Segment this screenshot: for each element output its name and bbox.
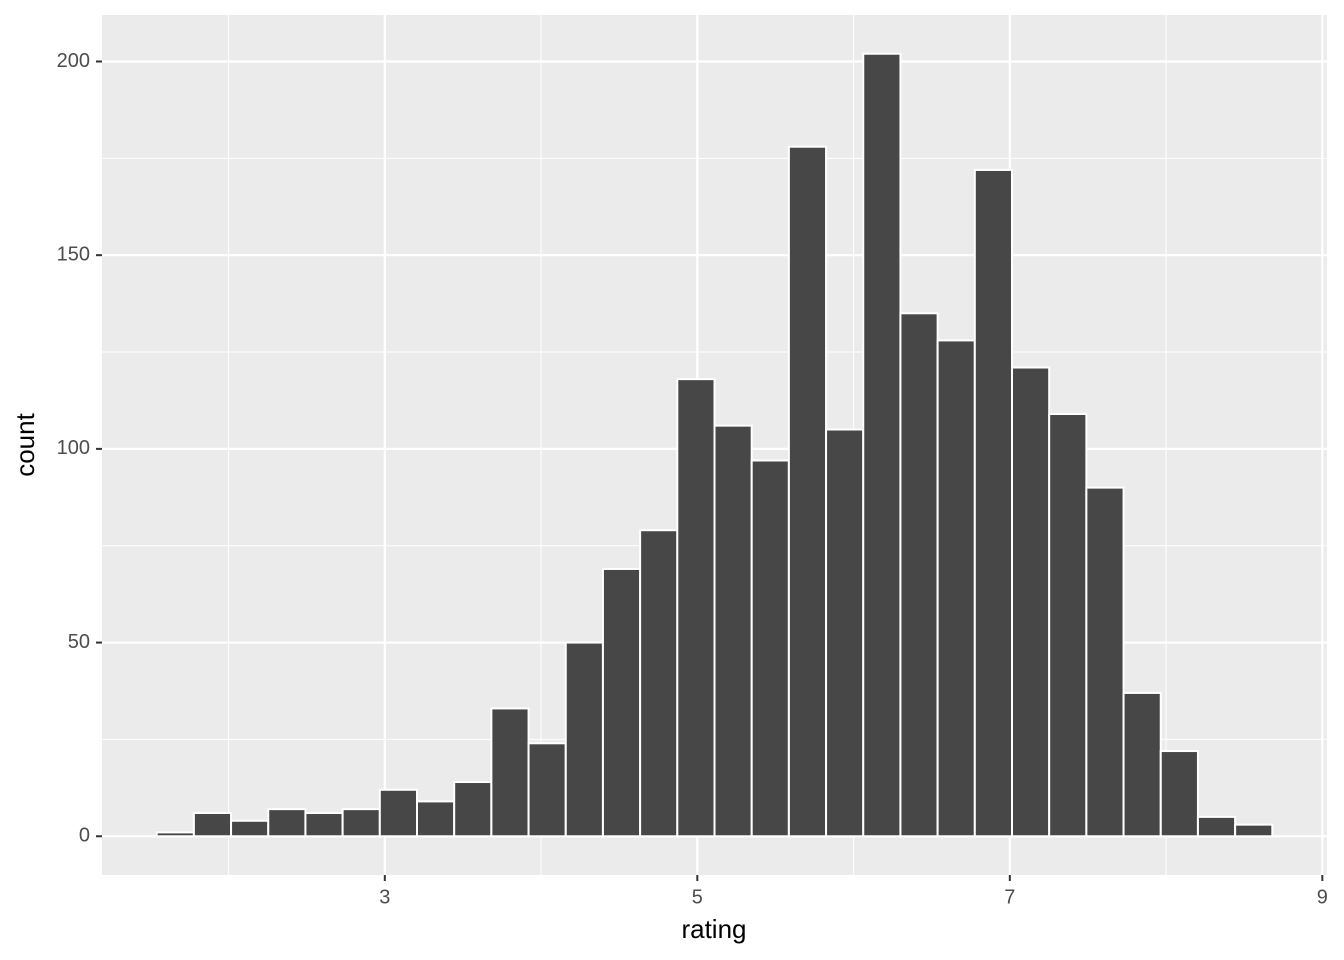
y-tick-label: 100 xyxy=(57,437,90,459)
bar xyxy=(1048,413,1088,838)
x-tick-label: 9 xyxy=(1317,886,1328,908)
bar xyxy=(192,812,233,838)
bars xyxy=(155,52,1274,838)
bar xyxy=(787,145,828,838)
bar xyxy=(862,52,902,838)
y-tick-label: 50 xyxy=(68,631,90,653)
bar xyxy=(453,781,493,838)
bar xyxy=(1085,486,1125,838)
axes: 3 5 7 9 0 50 100 150 200 xyxy=(57,50,1328,909)
bar xyxy=(899,312,939,838)
bar xyxy=(1159,750,1199,838)
bar xyxy=(1011,366,1051,838)
bar xyxy=(713,424,753,838)
y-axis-title: count xyxy=(10,412,40,476)
x-axis-title: rating xyxy=(681,914,746,944)
bar xyxy=(1122,691,1162,838)
bar xyxy=(1234,823,1274,838)
bar xyxy=(564,641,604,838)
bar xyxy=(527,742,567,838)
bar xyxy=(230,819,270,838)
x-tick-label: 5 xyxy=(692,886,703,908)
bar xyxy=(639,529,679,838)
bar xyxy=(601,567,642,838)
bar xyxy=(936,339,976,838)
bar xyxy=(155,831,195,838)
bar xyxy=(1196,815,1237,838)
bar xyxy=(378,788,418,838)
x-tick-label: 7 xyxy=(1004,886,1015,908)
bar xyxy=(750,459,790,838)
y-tick-label: 200 xyxy=(57,50,90,72)
x-tick-label: 3 xyxy=(379,886,390,908)
y-tick-label: 150 xyxy=(57,243,90,265)
bar xyxy=(973,168,1013,838)
bar xyxy=(490,707,530,838)
bar xyxy=(676,378,716,838)
bar xyxy=(267,808,307,838)
bar xyxy=(304,812,344,838)
bar xyxy=(825,428,865,838)
y-tick-label: 0 xyxy=(79,825,90,847)
bar xyxy=(341,808,381,838)
bar xyxy=(416,800,456,838)
